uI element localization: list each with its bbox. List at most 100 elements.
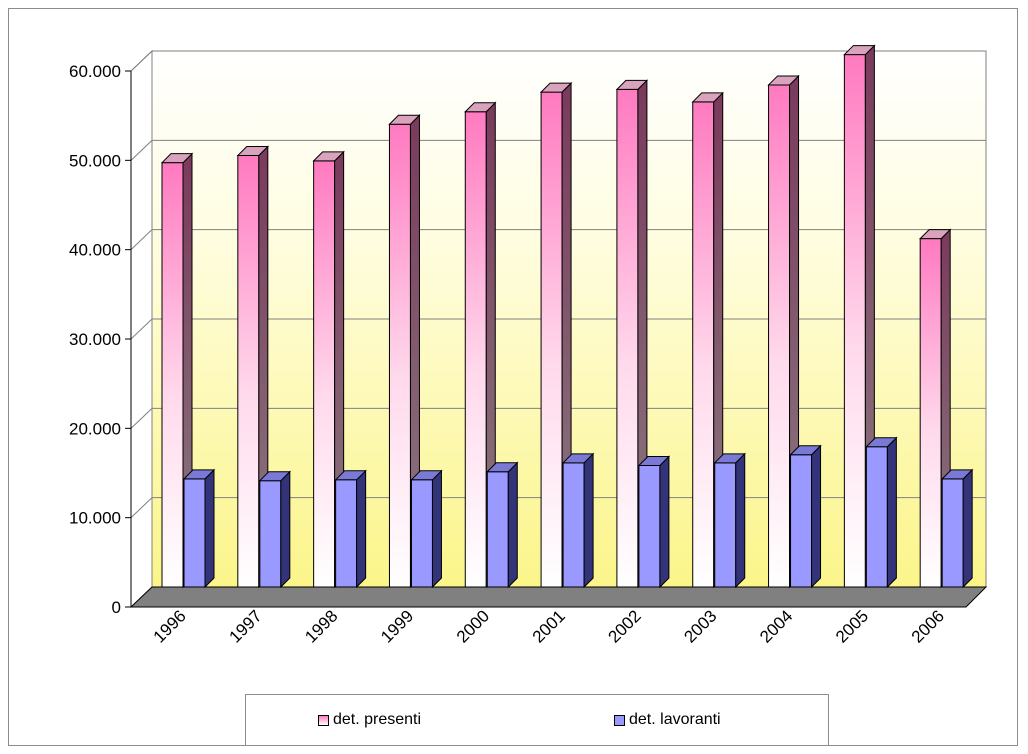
bar-lavoranti-side xyxy=(507,461,518,589)
gridline-side xyxy=(130,229,153,251)
bar-presenti-top xyxy=(312,151,345,162)
x-tick-label: 2003 xyxy=(680,606,720,646)
bar-lavoranti xyxy=(561,452,595,589)
x-tick-label: 1998 xyxy=(301,606,341,646)
bar-lavoranti-top xyxy=(865,437,898,448)
bar-lavoranti xyxy=(637,455,671,589)
bar-lavoranti-front xyxy=(410,479,433,588)
bar-lavoranti xyxy=(865,436,898,589)
legend-swatch-lavoranti xyxy=(614,714,625,726)
bar-lavoranti-front xyxy=(486,471,509,588)
bar-lavoranti-top xyxy=(561,453,595,464)
bar-lavoranti-top xyxy=(940,469,974,480)
x-tick-label: 1997 xyxy=(225,606,265,646)
bar-presenti-front xyxy=(464,111,487,588)
bar-lavoranti-side xyxy=(280,470,291,589)
x-tick-label: 2006 xyxy=(908,606,948,646)
bar-lavoranti xyxy=(258,470,292,589)
bar-presenti-front xyxy=(388,123,411,588)
x-tick-label: 1999 xyxy=(377,606,417,646)
x-tick-label: 2005 xyxy=(832,606,872,646)
bar-lavoranti xyxy=(410,469,443,589)
x-tick-label: 2000 xyxy=(453,606,493,646)
bar-lavoranti xyxy=(334,469,367,589)
gridline-side xyxy=(130,318,153,340)
bar-presenti xyxy=(388,114,421,589)
legend-item-lavoranti: det. lavoranti xyxy=(614,711,721,729)
legend-label-presenti: det. presenti xyxy=(333,711,422,728)
chart-frame: 0 10.000 20.000 30.000 40.000 50.000 60.000 199… xyxy=(8,8,1018,746)
bar-lavoranti xyxy=(486,461,519,589)
bar-presenti-top xyxy=(236,146,270,157)
bar-presenti-top xyxy=(160,153,194,164)
bar-lavoranti-top xyxy=(789,445,822,456)
gridline-side xyxy=(130,139,153,161)
bar-lavoranti xyxy=(713,452,746,589)
bar-presenti-top xyxy=(918,229,952,240)
y-tick-label: 10.000 xyxy=(69,509,121,528)
y-tick-label: 50.000 xyxy=(69,151,121,170)
bar-lavoranti-side xyxy=(583,452,594,589)
bar-presenti-front xyxy=(313,160,336,588)
bar-presenti-front xyxy=(692,101,715,588)
y-tick-label: 20.000 xyxy=(69,419,121,438)
bar-presenti-front xyxy=(237,155,260,588)
bar-presenti-top xyxy=(464,102,497,113)
bar-lavoranti xyxy=(940,468,974,589)
bar-lavoranti-side xyxy=(811,444,822,589)
bar-chart: 0 10.000 20.000 30.000 40.000 50.000 60.000 199… xyxy=(69,44,988,647)
bar-presenti-top xyxy=(388,114,421,125)
bar-presenti-front xyxy=(616,88,639,588)
bar-lavoranti-top xyxy=(637,456,671,467)
bar-presenti-front xyxy=(843,54,866,588)
bar-presenti-top xyxy=(539,82,573,93)
bar-presenti-top xyxy=(843,45,876,56)
bar-lavoranti-front xyxy=(562,462,585,588)
bar-lavoranti-front xyxy=(865,446,888,588)
legend-label-lavoranti: det. lavoranti xyxy=(629,711,721,728)
x-tick-label: 2004 xyxy=(756,606,796,646)
bar-lavoranti-front xyxy=(790,454,813,588)
bar-lavoranti-front xyxy=(714,462,737,588)
floor xyxy=(129,586,988,608)
y-tick-label: 40.000 xyxy=(69,241,121,260)
bar-lavoranti-top xyxy=(334,470,367,481)
bar-lavoranti-front xyxy=(638,465,661,588)
bar-lavoranti-front xyxy=(941,478,964,588)
legend-swatch-presenti xyxy=(318,714,329,726)
bar-presenti xyxy=(615,79,649,589)
y-tick-label: 30.000 xyxy=(69,330,121,349)
bar-presenti xyxy=(918,228,952,589)
gridline-side xyxy=(130,407,153,429)
y-tick-label: 0 xyxy=(112,598,121,617)
bar-lavoranti-side xyxy=(431,469,442,589)
legend-item-presenti: det. presenti xyxy=(318,711,421,729)
bar-presenti-top xyxy=(691,92,724,103)
bar-lavoranti-top xyxy=(713,453,746,464)
bar-lavoranti-side xyxy=(962,468,973,589)
gridline-side xyxy=(130,50,153,72)
bar-lavoranti-top xyxy=(182,469,216,480)
bar-lavoranti-side xyxy=(659,455,670,589)
bar-lavoranti-front xyxy=(183,478,206,588)
bar-lavoranti-top xyxy=(486,462,519,473)
x-tick-label: 1996 xyxy=(150,606,190,646)
bar-presenti-front xyxy=(919,238,942,588)
bar-lavoranti-front xyxy=(259,480,282,588)
bar-lavoranti xyxy=(789,444,822,589)
bar-presenti-top xyxy=(767,75,800,86)
x-tick-label: 2002 xyxy=(605,606,645,646)
bar-lavoranti-side xyxy=(204,468,215,589)
bar-presenti-front xyxy=(161,162,184,588)
bar-presenti-top xyxy=(615,79,649,90)
bar-lavoranti-side xyxy=(886,436,897,589)
bar-presenti-front xyxy=(540,91,563,588)
legend: det. presenti det. lavoranti xyxy=(245,694,829,746)
bar-lavoranti-side xyxy=(735,452,746,589)
bar-lavoranti-top xyxy=(258,471,292,482)
bar-lavoranti xyxy=(182,468,216,589)
bar-lavoranti-front xyxy=(335,479,358,588)
bar-lavoranti-side xyxy=(356,469,367,589)
bar-lavoranti-top xyxy=(410,470,443,481)
y-tick-label: 60.000 xyxy=(69,62,121,81)
